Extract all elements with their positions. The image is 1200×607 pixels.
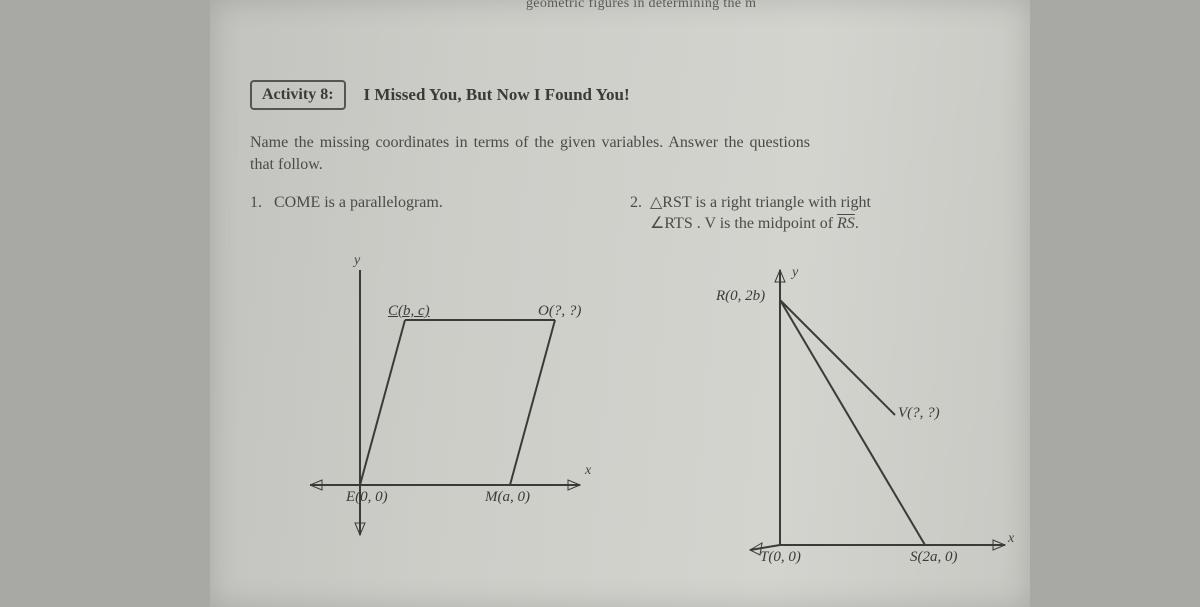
- fig2-y-axis-label: y: [792, 265, 798, 281]
- page: geometric figures in determining the m A…: [210, 0, 1030, 607]
- figure-1: y x C(b, c) O(?, ?) M(a, 0) E(0, 0): [310, 255, 630, 555]
- fig2-label-R: R(0, 2b): [716, 288, 765, 305]
- problem-2-number: 2.: [630, 194, 642, 211]
- problem-1-text: COME is a parallelogram.: [266, 194, 443, 211]
- problem-2-statement: 2. △RST is a right triangle with right ∠…: [630, 193, 990, 235]
- fig1-y-axis-label: y: [354, 253, 360, 269]
- instructions: Name the missing coordinates in terms of…: [250, 132, 810, 175]
- fig2-label-T: T(0, 0): [760, 549, 801, 566]
- fig2-label-V: V(?, ?): [898, 405, 940, 422]
- problems-row: 1. COME is a parallelogram. 2. △RST is a…: [250, 193, 990, 235]
- header-fragment: geometric figures in determining the m: [526, 0, 756, 12]
- activity-label: Activity 8:: [262, 86, 334, 103]
- figure-2: y x R(0, 2b) V(?, ?) T(0, 0) S(2a, 0): [720, 255, 1020, 585]
- fig2-x-axis-label: x: [1008, 531, 1014, 547]
- problem-1-number: 1.: [250, 194, 262, 211]
- fig1-label-E: E(0, 0): [346, 489, 388, 506]
- activity-title: I Missed You, But Now I Found You!: [364, 85, 630, 105]
- activity-box: Activity 8:: [250, 80, 346, 110]
- fig1-label-C: C(b, c): [388, 303, 430, 320]
- fig1-label-M: M(a, 0): [485, 489, 530, 506]
- figure-1-svg: [310, 255, 630, 555]
- fig1-x-axis-label: x: [585, 463, 591, 479]
- problem-2-line2: ∠RTS . V is the midpoint of RS.: [630, 215, 859, 232]
- figures-area: y x C(b, c) O(?, ?) M(a, 0) E(0, 0): [250, 255, 990, 595]
- fig1-label-O: O(?, ?): [538, 303, 581, 320]
- activity-row: Activity 8: I Missed You, But Now I Foun…: [250, 40, 990, 110]
- problem-1-statement: 1. COME is a parallelogram.: [250, 193, 600, 235]
- fig2-label-S: S(2a, 0): [910, 549, 958, 566]
- problem-2-line1: △RST is a right triangle with right: [646, 194, 871, 211]
